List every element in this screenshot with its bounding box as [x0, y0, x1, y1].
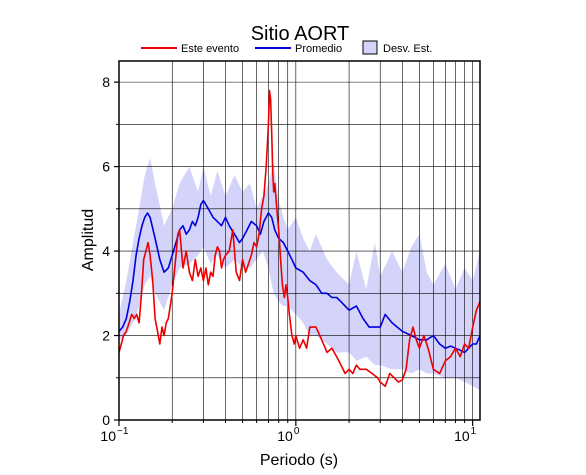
legend-label-desv-est: Desv. Est. [383, 43, 432, 55]
y-tick-label: 8 [102, 74, 110, 90]
series-line-este-evento [118, 89, 481, 388]
x-axis-label: Periodo (s) [260, 452, 338, 469]
std-band [119, 158, 480, 391]
legend-swatch-desv-est [362, 40, 378, 55]
x-tick-label-base: 10 [277, 428, 293, 444]
x-tick-label-exponent: 1 [471, 426, 477, 437]
x-tick-label: 10 1 [454, 426, 477, 444]
y-axis-label: Amplitud [80, 209, 97, 271]
legend: Este evento Promedio Desv. Est. [141, 40, 432, 55]
x-tick-label-base: 10 [454, 428, 470, 444]
y-tick-label: 0 [102, 412, 110, 428]
plot-frame [118, 60, 481, 421]
y-tick-label: 6 [102, 159, 110, 175]
std-band-layer [119, 158, 480, 391]
series-layer [118, 89, 481, 388]
x-tick-label: 10 0 [277, 426, 300, 444]
x-tick-label-exponent: 0 [294, 426, 300, 437]
legend-label-promedio: Promedio [295, 43, 342, 55]
x-tick-label: 10 −1 [100, 426, 128, 444]
x-tick-label-base: 10 [100, 428, 116, 444]
y-tick-label: 4 [102, 243, 110, 259]
y-tick-label: 2 [102, 328, 110, 344]
legend-label-este-evento: Este evento [181, 43, 239, 55]
x-tick-label-exponent: −1 [117, 426, 129, 437]
chart-title: Sitio AORT [251, 23, 350, 45]
